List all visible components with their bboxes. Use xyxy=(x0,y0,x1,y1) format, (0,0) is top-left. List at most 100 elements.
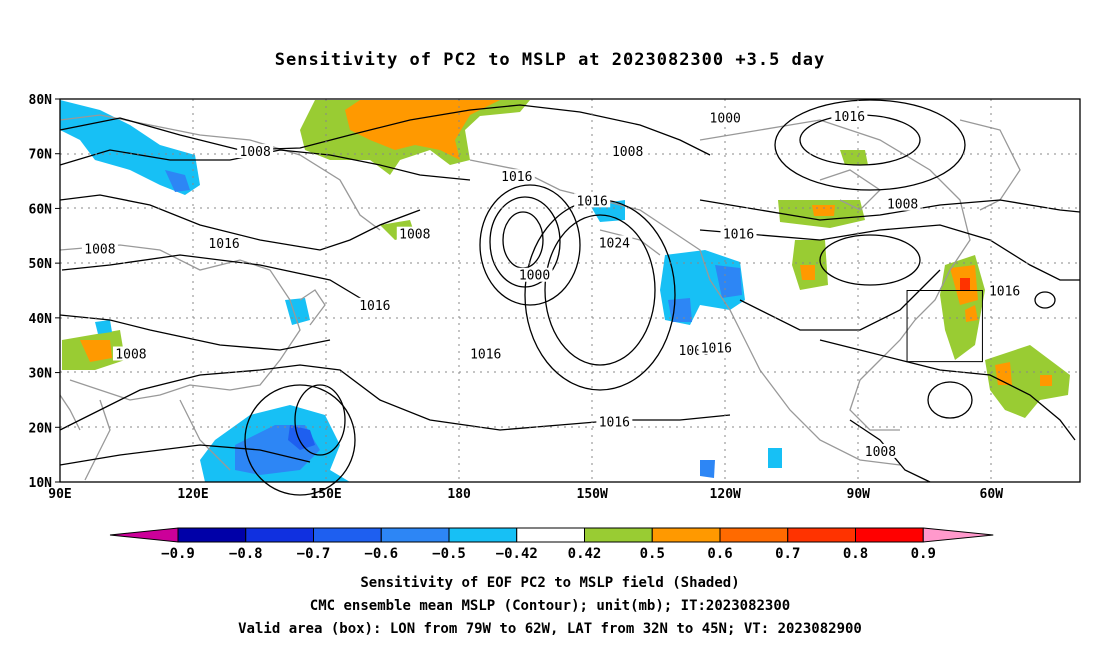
positive-region xyxy=(812,205,835,216)
contour-label-background xyxy=(609,144,646,159)
contour-label-background xyxy=(720,226,757,241)
contour-label-background xyxy=(81,241,118,256)
longitude-tick-label: 180 xyxy=(447,487,471,502)
contour-label-background xyxy=(698,340,735,355)
colorbar-swatch xyxy=(177,527,247,543)
latitude-tick-label: 30N xyxy=(29,367,53,382)
contour-label: 1008 xyxy=(115,348,146,363)
colorbar-label: 0.7 xyxy=(775,546,800,562)
colorbar-label: −0.6 xyxy=(364,546,398,562)
latitude-tick-label: 50N xyxy=(29,257,53,272)
colorbar-label: 0.42 xyxy=(568,546,602,562)
longitude-tick-label: 90W xyxy=(847,487,871,502)
contour-label: 1016 xyxy=(599,415,630,430)
map-panel: 1016 1000 1008 1008 1016 1016 1008 1008 1016 1008… xyxy=(59,98,1081,496)
latitude-tick-label: 70N xyxy=(29,148,53,163)
contour-label-background xyxy=(206,235,243,250)
contour-label-background xyxy=(467,346,504,361)
latitude-tick-label: 80N xyxy=(29,93,53,108)
longitude-tick-label: 120W xyxy=(710,487,741,502)
caption-line-1: Sensitivity of EOF PC2 to MSLP field (Sh… xyxy=(360,575,740,591)
longitude-tick-label: 60W xyxy=(980,487,1004,502)
negative-region xyxy=(700,460,715,478)
colorbar-label: −0.5 xyxy=(432,546,466,562)
lat-lon-grid xyxy=(60,99,1080,482)
colorbar-label: −0.42 xyxy=(496,546,538,562)
contour-label: 1016 xyxy=(577,194,608,209)
colorbar-label: 0.6 xyxy=(707,546,732,562)
colorbar-label: −0.7 xyxy=(297,546,331,562)
latitude-tick-label: 10N xyxy=(29,476,53,491)
positive-region xyxy=(80,340,112,362)
contour-label: 1008 xyxy=(612,145,643,160)
negative-region xyxy=(715,265,742,298)
contour-label-layer: 1016 1000 1008 1008 1016 1016 1008 1008 1016 1008… xyxy=(81,109,1023,460)
contour-label: 1016 xyxy=(359,299,390,314)
contour-label-background xyxy=(516,267,553,282)
contour-label-background xyxy=(574,193,611,208)
negative-region xyxy=(95,320,112,334)
contour-label: 1008 xyxy=(399,228,430,243)
colorbar-swatch xyxy=(787,527,856,543)
positive-region xyxy=(960,278,970,290)
colorbar-swatch xyxy=(313,527,382,543)
contour-label: 1016 xyxy=(834,110,865,125)
map-border xyxy=(59,98,1081,483)
longitude-tick-label: 120E xyxy=(177,487,208,502)
latitude-tick-label: 60N xyxy=(29,202,53,217)
colorbar-swatch xyxy=(380,527,450,543)
negative-region xyxy=(60,100,200,195)
contour-label-background xyxy=(596,235,633,250)
colorbar-low-extension xyxy=(109,527,179,543)
colorbar-swatch xyxy=(584,527,653,543)
colorbar-high-extension xyxy=(922,527,994,543)
positive-region xyxy=(345,100,500,160)
colorbar: −0.9 −0.8 −0.7 −0.6 −0.5 −0.42 0.42 0.5 0.6 0.7 0.… xyxy=(109,527,994,562)
positive-region xyxy=(965,305,978,322)
contour-label: 1008 xyxy=(865,445,896,460)
mslp-contours xyxy=(59,99,1081,496)
contour-label: 1008 xyxy=(239,145,270,160)
contour-label: 1000 xyxy=(519,269,550,284)
caption-line-2: CMC ensemble mean MSLP (Contour); unit(m… xyxy=(309,598,791,614)
colorbar-label: −0.9 xyxy=(161,546,195,562)
contour-label: 1024 xyxy=(599,236,630,251)
positive-region xyxy=(840,150,868,165)
contour-label-background xyxy=(831,109,868,124)
negative-region xyxy=(668,298,692,322)
longitude-tick-label: 90E xyxy=(48,487,71,502)
contour-label-background xyxy=(112,346,149,361)
colorbar-swatch xyxy=(245,527,314,543)
latitude-axis: 80N 70N 60N 50N 40N 30N 20N 10N xyxy=(29,93,60,491)
contour-label-background xyxy=(862,443,899,458)
colorbar-swatch xyxy=(855,527,924,543)
latitude-tick-label: 20N xyxy=(29,421,53,436)
contour-label: 1000 xyxy=(710,112,741,127)
longitude-tick-label: 150E xyxy=(310,487,341,502)
colorbar-label: −0.8 xyxy=(229,546,263,562)
shaded-sensitivity xyxy=(60,100,1070,482)
caption-line-3: Valid area (box): LON from 79W to 62W, L… xyxy=(238,621,862,637)
contour-label-background xyxy=(707,110,744,125)
colorbar-swatch xyxy=(651,527,721,543)
contour-label-background xyxy=(986,283,1023,298)
colorbar-swatch xyxy=(448,527,518,543)
contour-label: 1016 xyxy=(989,285,1020,300)
contour-label: 1016 xyxy=(723,228,754,243)
latitude-tick-label: 40N xyxy=(29,312,53,327)
longitude-axis: 90E 120E 150E 180 150W 120W 90W 60W xyxy=(48,487,1003,502)
contour-label: 1016 xyxy=(501,170,532,185)
colorbar-label: 0.9 xyxy=(911,546,936,562)
contour-label-background xyxy=(498,169,535,184)
contour-label: 1008 xyxy=(84,242,115,257)
positive-region xyxy=(1040,375,1052,386)
negative-region xyxy=(165,170,190,192)
contour-label-background xyxy=(356,297,393,312)
contour-label-background xyxy=(596,414,633,429)
chart-title: Sensitivity of PC2 to MSLP at 2023082300… xyxy=(274,50,826,70)
contour-label-background xyxy=(396,226,433,241)
valid-area-box xyxy=(906,290,983,363)
contour-label: 1008 xyxy=(887,198,918,213)
negative-region xyxy=(288,425,315,450)
